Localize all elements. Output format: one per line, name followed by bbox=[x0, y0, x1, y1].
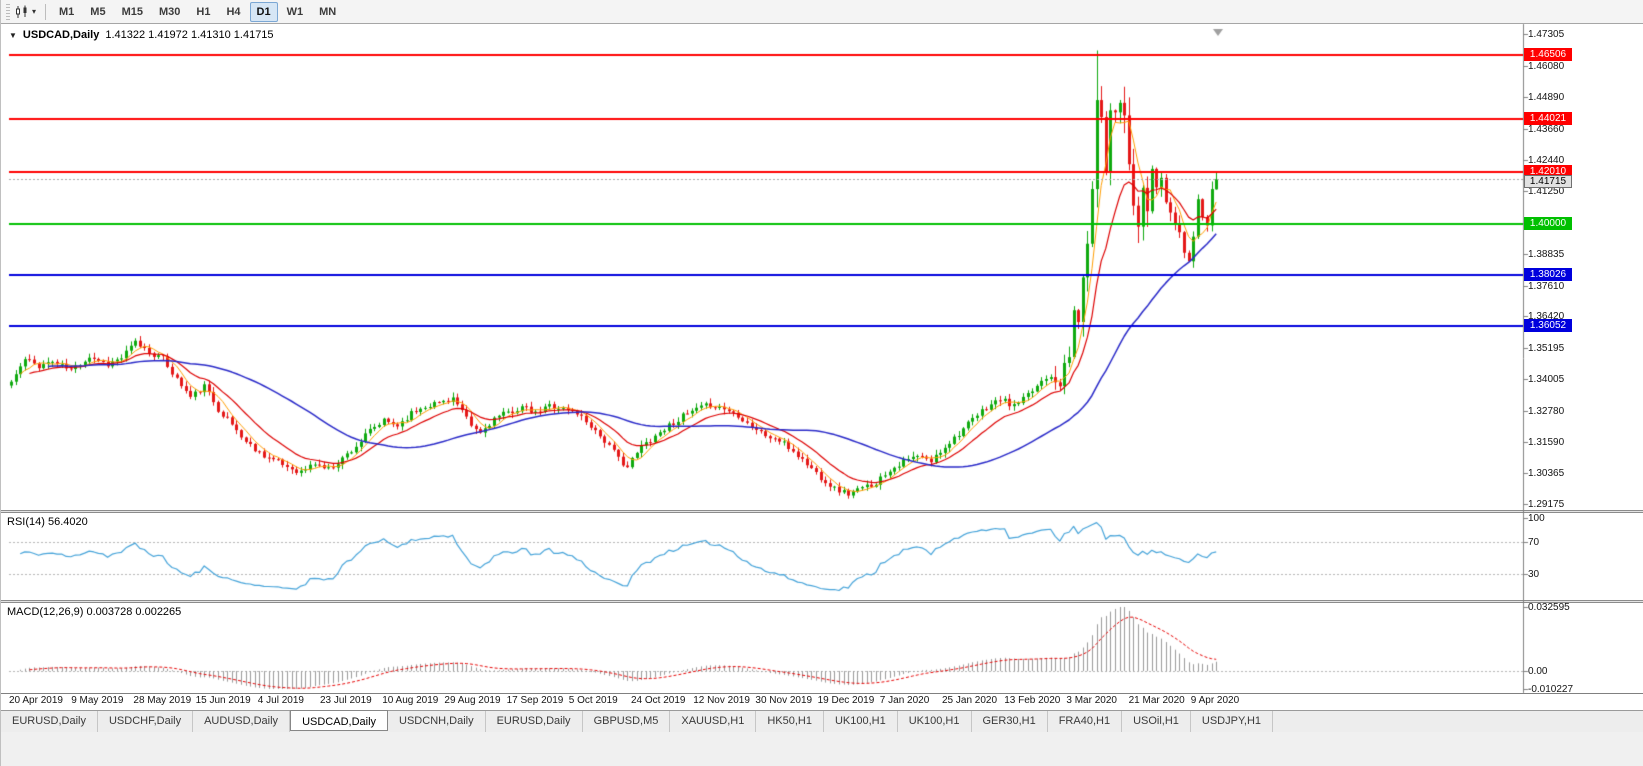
timeframe-button-h1[interactable]: H1 bbox=[196, 5, 211, 18]
macd-indicator-pane[interactable] bbox=[1, 603, 1643, 693]
chart-tab-gbpusd-m5[interactable]: GBPUSD,M5 bbox=[582, 711, 671, 732]
pane-separator[interactable] bbox=[1, 510, 1643, 513]
timeframe-button-mn[interactable]: MN bbox=[319, 5, 337, 18]
chart-tab-usdjpy-h1[interactable]: USDJPY,H1 bbox=[1190, 711, 1274, 732]
chart-tab-audusd-daily[interactable]: AUDUSD,Daily bbox=[193, 711, 291, 732]
chart-tab-usdcnh-daily[interactable]: USDCNH,Daily bbox=[388, 711, 486, 732]
rsi-indicator-pane[interactable] bbox=[1, 513, 1643, 600]
toolbar-grip[interactable] bbox=[6, 3, 10, 20]
time-axis bbox=[1, 693, 1643, 710]
toolbar-separator bbox=[45, 3, 47, 20]
timeframe-button-m1[interactable]: M1 bbox=[59, 5, 75, 18]
chart-symbol-label: USDCAD,Daily bbox=[22, 29, 100, 41]
chart-tab-usoil-h1[interactable]: USOil,H1 bbox=[1122, 711, 1191, 732]
status-strip bbox=[1, 732, 1643, 766]
chart-tab-usdchf-daily[interactable]: USDCHF,Daily bbox=[97, 711, 194, 732]
chart-ohlc-values: 1.41322 1.41972 1.41310 1.41715 bbox=[105, 29, 274, 41]
chart-tab-xauusd-h1[interactable]: XAUUSD,H1 bbox=[670, 711, 757, 732]
chart-tab-uk100-h1[interactable]: UK100,H1 bbox=[897, 711, 972, 732]
chart-tab-ger30-h1[interactable]: GER30,H1 bbox=[971, 711, 1048, 732]
timeframe-button-d1[interactable]: D1 bbox=[249, 1, 278, 22]
chart-tab-uk100-h1[interactable]: UK100,H1 bbox=[823, 711, 898, 732]
chart-tab-fra40-h1[interactable]: FRA40,H1 bbox=[1047, 711, 1123, 732]
chart-title: ▼ USDCAD,Daily 1.41322 1.41972 1.41310 1… bbox=[9, 29, 274, 41]
timeframe-button-w1[interactable]: W1 bbox=[286, 5, 304, 18]
timeframe-buttons-group: M1 M5 M15 M30 H1 H4 D1 W1 MN bbox=[51, 1, 344, 22]
timeframe-button-m5[interactable]: M5 bbox=[90, 5, 106, 18]
pane-separator[interactable] bbox=[1, 600, 1643, 603]
price-chart-pane[interactable] bbox=[1, 24, 1643, 510]
chart-tab-usdcad-daily[interactable]: USDCAD,Daily bbox=[290, 710, 389, 731]
timeframes-toolbar: ▾ M1 M5 M15 M30 H1 H4 D1 W1 MN bbox=[1, 0, 1643, 24]
symbol-dropdown-icon[interactable]: ▼ bbox=[9, 30, 17, 40]
chart-type-dropdown-icon[interactable]: ▾ bbox=[32, 7, 37, 16]
chart-tab-eurusd-daily[interactable]: EURUSD,Daily bbox=[1, 711, 98, 732]
timeframe-button-m15[interactable]: M15 bbox=[121, 5, 143, 18]
chart-tab-hk50-h1[interactable]: HK50,H1 bbox=[756, 711, 824, 732]
timeframe-button-h4[interactable]: H4 bbox=[226, 5, 241, 18]
candlestick-chart-icon[interactable] bbox=[13, 4, 31, 20]
timeframe-button-m30[interactable]: M30 bbox=[158, 5, 181, 18]
chart-tab-bar: EURUSD,Daily USDCHF,Daily AUDUSD,Daily USDC… bbox=[1, 710, 1643, 732]
chart-tab-eurusd-daily[interactable]: EURUSD,Daily bbox=[485, 711, 583, 732]
